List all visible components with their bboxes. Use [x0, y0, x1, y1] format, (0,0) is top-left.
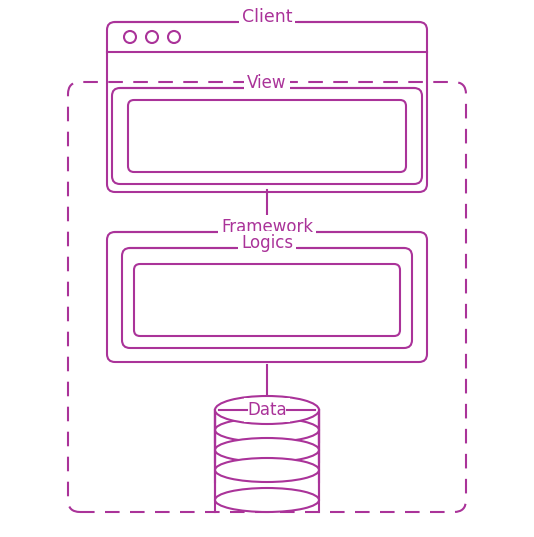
Text: Logics: Logics [241, 234, 293, 252]
Ellipse shape [215, 396, 319, 424]
Text: Data: Data [247, 401, 287, 419]
Polygon shape [215, 410, 319, 500]
Ellipse shape [215, 488, 319, 512]
Text: View: View [247, 74, 287, 92]
Ellipse shape [215, 418, 319, 442]
Text: Client: Client [242, 8, 292, 26]
Ellipse shape [215, 458, 319, 482]
Text: Framework: Framework [221, 218, 313, 236]
Ellipse shape [215, 438, 319, 462]
